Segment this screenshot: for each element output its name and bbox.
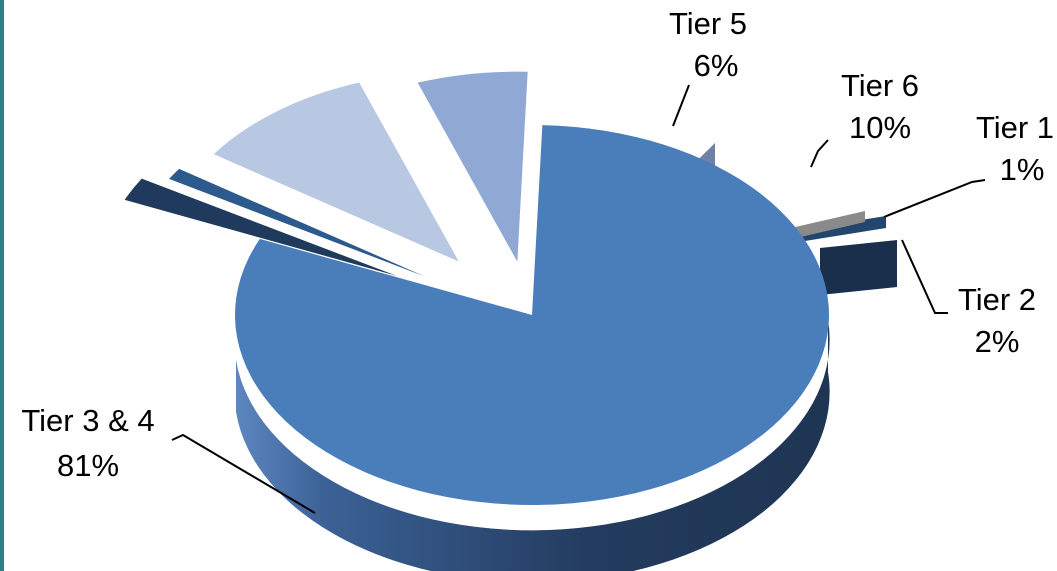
leader-line-tier-2	[901, 239, 948, 314]
slice-tier-1	[169, 168, 425, 277]
slice-side-tier-3-4	[236, 320, 830, 571]
label-name-tier-1: Tier 1	[976, 110, 1054, 145]
label-value-tier-2: 2%	[975, 324, 1020, 359]
label-name-tier-2: Tier 2	[958, 282, 1036, 317]
slice-tier-6	[213, 82, 459, 262]
label-name-tier-5: Tier 5	[669, 6, 747, 41]
label-value-tier-5: 6%	[694, 48, 739, 83]
label-name-tier-6: Tier 6	[841, 68, 919, 103]
slice-tier-5	[417, 71, 528, 262]
slice-tier-2	[124, 178, 397, 276]
label-name-tier-3-4: Tier 3 & 4	[21, 403, 154, 438]
slice-tier-3-4	[234, 125, 829, 506]
label-value-tier-3-4: 81%	[57, 448, 119, 483]
leader-lines	[171, 84, 986, 514]
leader-line-tier-3-4	[171, 433, 316, 514]
leader-line-tier-1	[883, 179, 986, 218]
pie-slices	[124, 71, 829, 506]
leader-line-tier-6	[810, 139, 829, 168]
label-value-tier-6: 10%	[849, 110, 911, 145]
left-edge-rule	[0, 0, 4, 571]
data-labels: Tier 5 6% Tier 6 10% Tier 1 1% Tier 2 2%…	[21, 6, 1054, 483]
label-value-tier-1: 1%	[1000, 152, 1045, 187]
leader-line-tier-5	[672, 84, 690, 127]
slice-side-tier-2	[820, 240, 897, 295]
